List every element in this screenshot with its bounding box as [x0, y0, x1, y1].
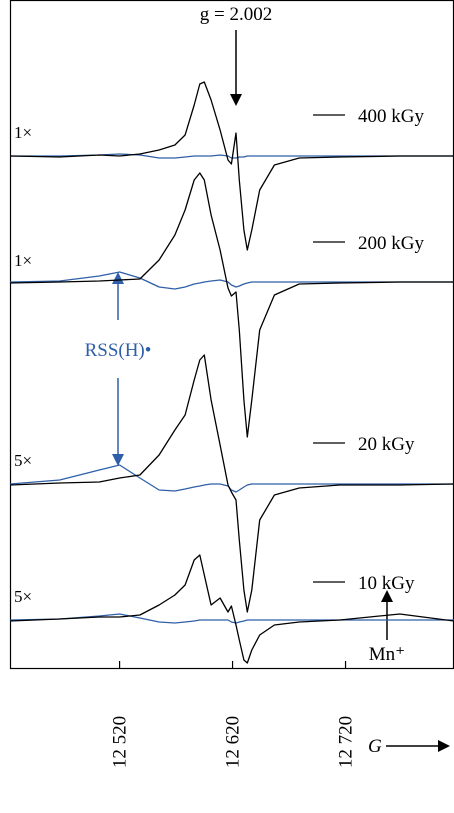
spectrum-line [9, 354, 454, 613]
legend-label: 200 kGy [358, 233, 424, 254]
spectrum-line [9, 554, 454, 664]
g-annotation: g = 2.002 [200, 4, 272, 25]
x-tick-label: 12 520 [110, 716, 131, 768]
spectrum-line [9, 464, 454, 493]
spectrum-line [9, 613, 454, 624]
gain-label: 5× [14, 587, 32, 606]
x-axis-label: G [368, 736, 382, 757]
spectrum-line [9, 172, 454, 438]
legend-label: 400 kGy [358, 106, 424, 127]
x-tick-label: 12 720 [336, 716, 357, 768]
plot-frame [9, 0, 454, 670]
mn-annotation: Mn⁺ [369, 644, 405, 665]
gain-label: 1× [14, 251, 32, 270]
spectrum-line [9, 81, 454, 251]
legend-label: 20 kGy [358, 434, 415, 455]
gain-label: 5× [14, 451, 32, 470]
gain-label: 1× [14, 123, 32, 142]
spectrum-line [10, 153, 454, 159]
spectrum-line [9, 271, 454, 290]
rss-annotation: RSS(H)• [85, 340, 152, 361]
x-tick-label: 12 620 [223, 716, 244, 768]
legend-label: 10 kGy [358, 573, 415, 594]
